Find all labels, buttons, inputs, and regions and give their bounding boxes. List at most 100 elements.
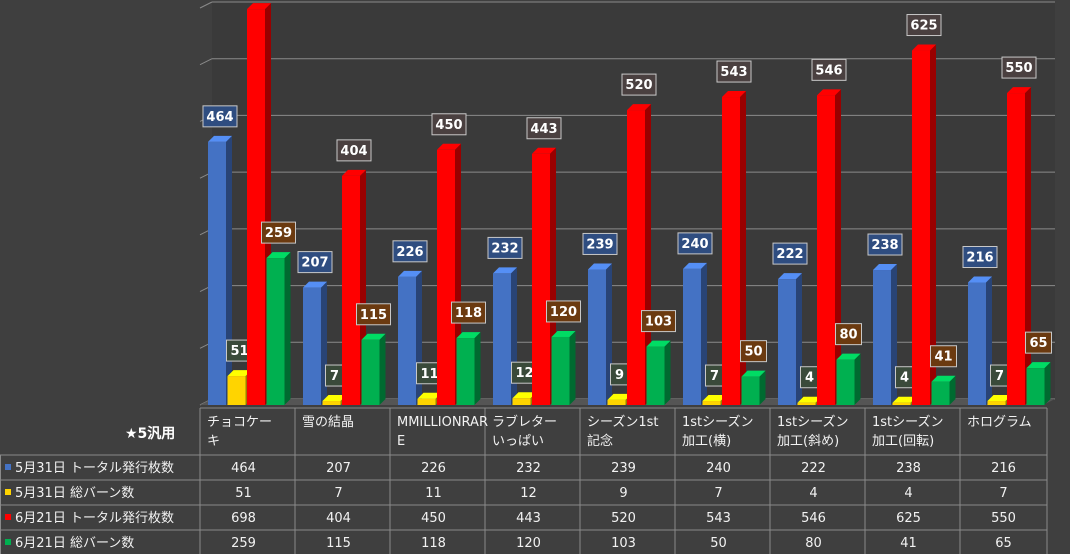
bar [1007,93,1025,406]
table-cell: 238 [896,461,921,476]
data-label: 625 [910,19,937,34]
table-corner-label: ★5汎用 [125,425,175,442]
category-label: 雪の結晶 [302,415,354,430]
legend-label: 6月21日 総バーン数 [15,536,134,551]
legend-label: 5月31日 総バーン数 [15,486,134,501]
data-label-box [261,221,296,244]
table-cell: 7 [334,486,342,501]
bar-top [836,353,861,360]
category-label: 加工(回転) [872,434,934,449]
category-label: MMILLIONRAR [397,415,488,430]
data-label: 4 [900,371,909,386]
bar-top [1007,87,1031,94]
data-label-box [962,245,998,268]
data-label: 464 [206,110,233,125]
bar [797,402,816,405]
bar-side [930,44,936,406]
table-cell: 240 [706,461,731,476]
bar-top [456,332,481,339]
bar [342,175,360,405]
legend-key [5,514,11,520]
bar [912,50,930,406]
table-cell: 239 [611,461,636,476]
data-label-box [906,14,942,37]
bar-top [931,375,956,382]
data-label-box [716,60,752,83]
data-label: 4 [805,371,814,386]
bar-top [778,273,802,280]
bar-top [493,267,517,274]
bar-top [646,340,671,347]
bar-top [551,330,576,337]
table-cell: 443 [516,511,541,526]
data-label-box [202,105,238,128]
data-label-box [356,303,391,326]
data-label-box [297,251,333,274]
bar [683,268,701,405]
bar [247,9,265,406]
data-label-box [336,139,372,162]
bar-top [398,270,422,277]
gridline-depth [199,1,213,9]
category-label: 1stシーズン [777,414,849,430]
table-cell: 4 [809,486,817,501]
data-label-box [811,58,847,81]
data-label-box [392,240,428,263]
table-cell: 226 [421,461,446,476]
table-cell: 7 [714,486,722,501]
bar [627,110,645,405]
bar [322,401,341,405]
bar [892,402,911,405]
bar-top [987,395,1012,402]
table-cell: 120 [516,536,541,551]
bar-side [664,340,671,405]
bar [398,276,416,405]
bar-side [1044,362,1051,405]
bar-top [683,262,707,269]
bar-top [892,396,917,403]
data-label-box [1025,331,1052,354]
table-cell: 118 [421,536,446,551]
data-label: 103 [645,315,672,330]
legend-key [5,464,11,470]
table-cell: 4 [904,486,912,501]
table-cell: 464 [231,461,256,476]
data-label-box [546,300,581,323]
category-label: シーズン1st [587,414,659,430]
legend-label: 6月21日 トータル発行枚数 [15,511,174,526]
bar-top [266,252,291,259]
data-label-box [677,232,713,255]
data-label-box [487,236,523,259]
data-label: 543 [720,65,747,80]
category-label: キ [207,434,220,449]
bar [968,282,986,405]
data-label: 443 [530,122,557,137]
bar-top [512,392,537,399]
bar [588,269,606,405]
category-label: 記念 [587,433,613,449]
bar-side [511,267,517,405]
bar [873,270,891,405]
table-cell: 450 [421,511,446,526]
data-label-box [1001,56,1037,79]
table-cell: 216 [991,461,1016,476]
data-label: 450 [435,118,462,133]
data-label: 520 [625,78,652,93]
data-label: 51 [230,344,248,359]
table-cell: 65 [995,536,1012,551]
data-label: 65 [1029,336,1047,351]
data-label-box [451,301,486,324]
data-label: 12 [515,366,533,381]
bar-top [817,89,841,96]
bar [722,97,740,405]
bar-top [702,395,727,402]
data-label-box [431,113,467,136]
data-label: 550 [1005,61,1032,76]
bar [551,336,570,405]
bar-top [588,263,612,270]
bar-side [854,353,861,405]
data-label-box [621,73,657,96]
bar-top [627,104,651,111]
bar-side [416,270,422,405]
